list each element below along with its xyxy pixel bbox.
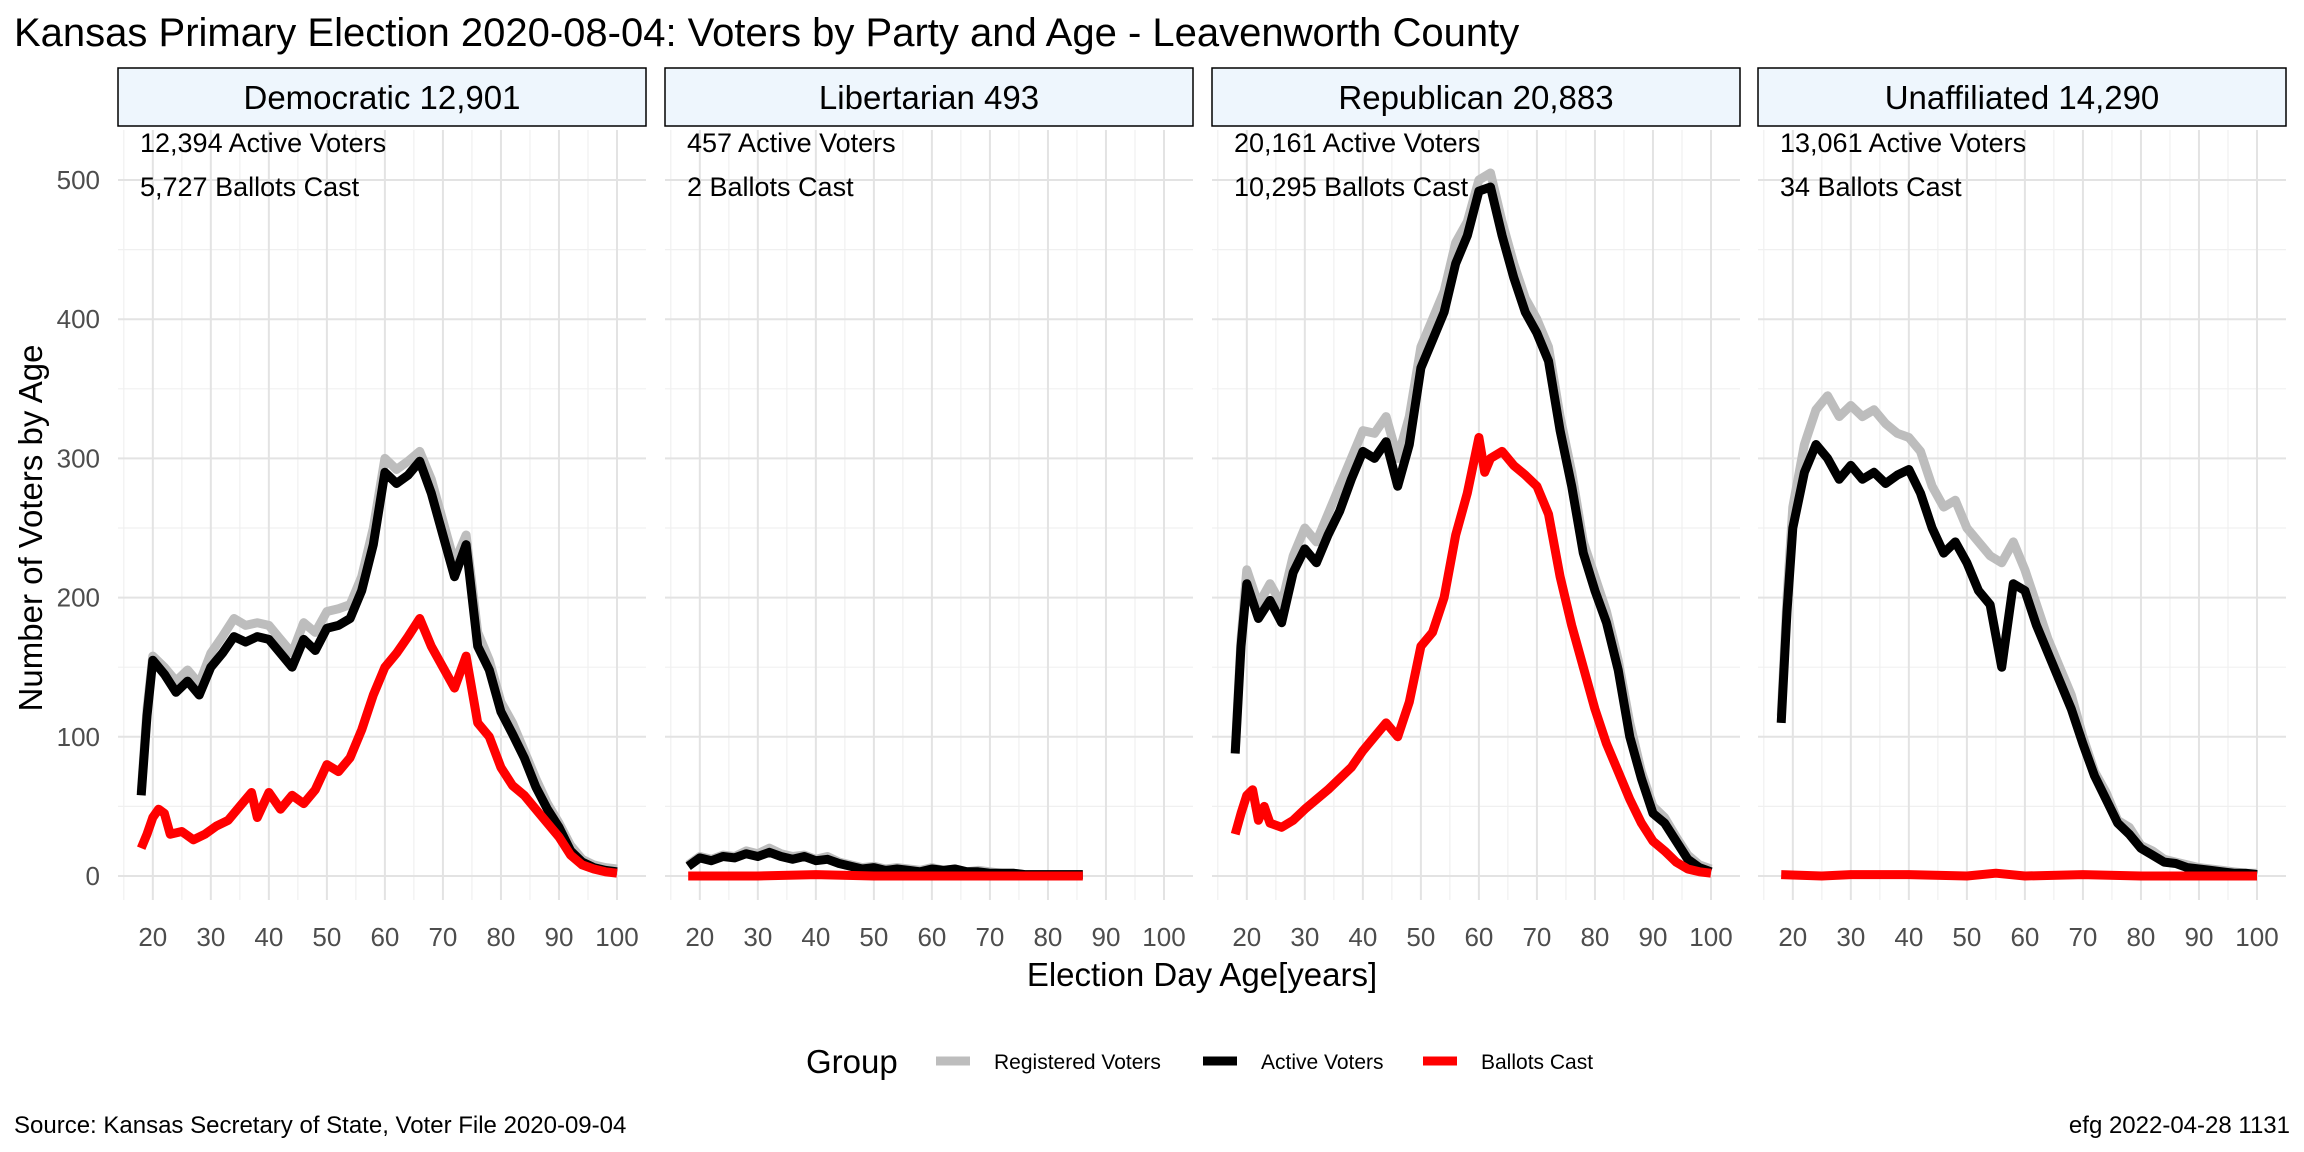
x-tick-label: 80 xyxy=(1033,922,1062,952)
y-axis-title: Number of Voters by Age xyxy=(12,345,49,712)
facet-strip xyxy=(117,67,647,127)
ballots-cast-line xyxy=(1230,433,1712,878)
x-tick-label: 50 xyxy=(1406,922,1435,952)
panel-1: Libertarian 493 457 Active Voters 2 Ballot… xyxy=(664,67,1194,952)
active-voters-note: 12,394 Active Voters xyxy=(140,128,386,158)
x-tick-label: 80 xyxy=(2126,922,2155,952)
ballots-cast-line xyxy=(1781,868,2257,881)
chart-title: Kansas Primary Election 2020-08-04: Vote… xyxy=(14,11,1519,55)
x-tick-label: 60 xyxy=(1464,922,1493,952)
x-tick-label: 90 xyxy=(1639,922,1668,952)
facet-strip-label: Libertarian 493 xyxy=(819,79,1039,116)
legend: Group Registered Voters Active Voters Ball… xyxy=(806,1043,1593,1080)
legend-label: Registered Voters xyxy=(994,1051,1161,1074)
legend-label: Active Voters xyxy=(1261,1051,1384,1074)
x-tick-label: 30 xyxy=(1290,922,1319,952)
x-tick-label: 20 xyxy=(1778,922,1807,952)
x-tick-label: 50 xyxy=(312,922,341,952)
facet-strip-label: Republican 20,883 xyxy=(1338,79,1613,116)
x-tick-label: 40 xyxy=(801,922,830,952)
facet-strip xyxy=(1757,67,2287,127)
panels: Democratic 12,901 12,394 Active Voters 5,7… xyxy=(57,67,2287,952)
x-tick-label: 90 xyxy=(1092,922,1121,952)
x-tick-label: 40 xyxy=(254,922,283,952)
legend-label: Ballots Cast xyxy=(1481,1051,1593,1074)
y-tick-label: 300 xyxy=(57,443,100,473)
x-tick-label: 60 xyxy=(370,922,399,952)
active-voters-note: 20,161 Active Voters xyxy=(1234,128,1480,158)
legend-title: Group xyxy=(806,1043,898,1080)
facet-strip xyxy=(664,67,1194,127)
x-tick-label: 70 xyxy=(975,922,1004,952)
active-voters-line xyxy=(1230,182,1713,877)
y-tick-label: 400 xyxy=(57,304,100,334)
facet-strip-label: Democratic 12,901 xyxy=(244,79,521,116)
panel-3: Unaffiliated 14,290 13,061 Active Voters 3… xyxy=(1757,67,2287,952)
panel-2: Republican 20,883 20,161 Active Voters 10,… xyxy=(1211,67,1741,952)
active-voters-line xyxy=(1776,440,2258,880)
x-tick-label: 80 xyxy=(1580,922,1609,952)
x-tick-label: 100 xyxy=(2235,922,2278,952)
x-tick-label: 50 xyxy=(859,922,888,952)
x-tick-label: 70 xyxy=(428,922,457,952)
x-tick-label: 20 xyxy=(138,922,167,952)
ballots-cast-note: 5,727 Ballots Cast xyxy=(140,172,360,202)
x-tick-label: 20 xyxy=(685,922,714,952)
x-axis-title: Election Day Age[years] xyxy=(1027,956,1377,993)
ballots-cast-note: 2 Ballots Cast xyxy=(687,172,854,202)
timestamp-caption: efg 2022-04-28 1131 xyxy=(2069,1112,2290,1139)
x-tick-label: 60 xyxy=(2010,922,2039,952)
active-voters-line xyxy=(136,456,618,877)
panel-0: Democratic 12,901 12,394 Active Voters 5,7… xyxy=(117,67,647,952)
y-tick-label: 0 xyxy=(86,861,100,891)
x-tick-label: 30 xyxy=(196,922,225,952)
active-voters-note: 457 Active Voters xyxy=(687,128,896,158)
facet-strip-label: Unaffiliated 14,290 xyxy=(1885,79,2160,116)
x-tick-label: 30 xyxy=(743,922,772,952)
y-tick-label: 100 xyxy=(57,722,100,752)
x-tick-label: 90 xyxy=(545,922,574,952)
x-tick-label: 50 xyxy=(1952,922,1981,952)
x-tick-label: 100 xyxy=(1689,922,1732,952)
ballots-cast-line xyxy=(137,614,618,878)
active-voters-line xyxy=(685,847,1083,880)
x-tick-label: 30 xyxy=(1836,922,1865,952)
x-tick-label: 90 xyxy=(2185,922,2214,952)
x-tick-label: 70 xyxy=(2068,922,2097,952)
x-tick-label: 100 xyxy=(1142,922,1185,952)
ballots-cast-line xyxy=(688,870,1083,881)
x-tick-label: 100 xyxy=(595,922,638,952)
active-voters-note: 13,061 Active Voters xyxy=(1780,128,2026,158)
ballots-cast-note: 34 Ballots Cast xyxy=(1780,172,1962,202)
ballots-cast-note: 10,295 Ballots Cast xyxy=(1234,172,1469,202)
source-caption: Source: Kansas Secretary of State, Voter… xyxy=(14,1112,626,1139)
y-tick-label: 500 xyxy=(57,165,100,195)
x-tick-label: 80 xyxy=(486,922,515,952)
x-tick-label: 20 xyxy=(1232,922,1261,952)
facet-strip xyxy=(1211,67,1741,127)
x-tick-label: 40 xyxy=(1894,922,1923,952)
x-tick-label: 40 xyxy=(1348,922,1377,952)
x-tick-label: 60 xyxy=(917,922,946,952)
x-tick-label: 70 xyxy=(1522,922,1551,952)
y-tick-label: 200 xyxy=(57,583,100,613)
